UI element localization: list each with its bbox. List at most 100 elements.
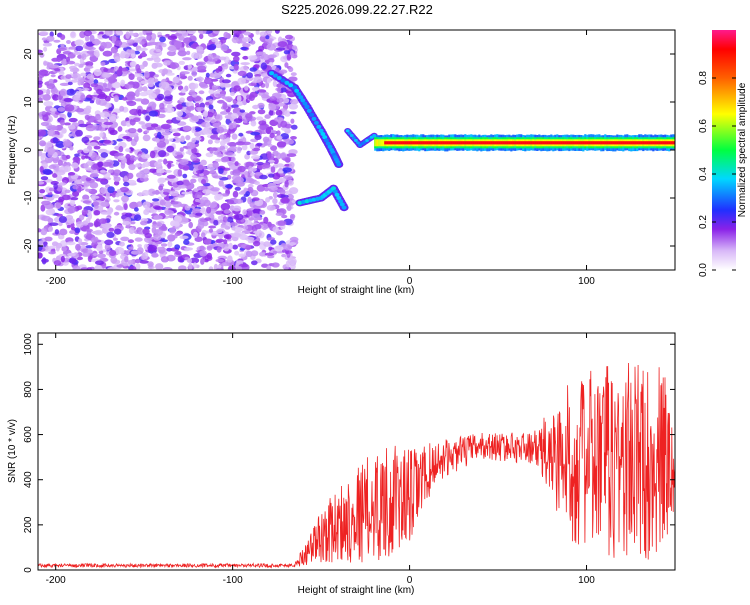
spectrogram-cell <box>141 189 150 196</box>
spectrogram-x-tick-label: 100 <box>578 276 595 287</box>
spectrogram-cell <box>156 222 162 227</box>
spectrogram-cell <box>122 250 131 255</box>
spectrogram-cell <box>90 164 99 170</box>
spectrogram-cell <box>215 229 223 234</box>
spectrogram-cell <box>176 110 184 117</box>
spectrogram-cell <box>289 50 294 58</box>
spectrogram-cell <box>253 207 261 216</box>
spectrogram-cell <box>138 47 149 52</box>
spectrogram-cell <box>134 207 139 212</box>
spectrogram-cell <box>524 141 527 145</box>
spectrogram-cell <box>129 108 140 116</box>
spectrogram-cell <box>284 110 291 117</box>
spectrogram-cell <box>194 136 202 141</box>
spectrogram-cell <box>470 141 473 145</box>
spectrogram-cell <box>380 139 383 147</box>
spectrogram-cell <box>166 174 176 179</box>
spectrogram-cell <box>592 141 595 145</box>
spectrogram-cell <box>452 141 455 145</box>
spectrogram-cell <box>121 67 128 72</box>
spectrogram-cell <box>100 211 111 215</box>
snr-y-ticks: 0 200 400 600 800 1000 <box>23 333 675 573</box>
spectrogram-cell <box>225 96 233 102</box>
spectrogram-cell <box>206 252 212 260</box>
spectrogram-cell <box>281 243 287 247</box>
spectrogram-cell <box>59 82 70 86</box>
spectrogram-cell <box>133 73 143 77</box>
spectrogram-cell <box>121 97 128 101</box>
spectrogram-cell <box>538 141 541 145</box>
spectrogram-cell <box>175 250 182 255</box>
spectrogram-cell <box>660 141 663 145</box>
spectrogram-cell <box>141 252 146 261</box>
spectrogram-cell <box>456 141 459 145</box>
spectrogram-cell <box>44 156 53 164</box>
spectrogram-x-tick-label: 0 <box>407 276 413 287</box>
spectrogram-cell <box>229 146 238 150</box>
spectrogram-cell <box>630 141 633 145</box>
spectrogram-cell <box>120 236 130 242</box>
spectrogram-cell <box>38 49 43 54</box>
spectrogram-cell <box>189 89 196 95</box>
spectrogram-cell <box>67 252 76 257</box>
spectrogram-cell <box>622 141 625 145</box>
spectrogram-cell <box>140 218 149 222</box>
spectrogram-cell <box>290 99 299 105</box>
spectrogram-cell <box>155 137 160 143</box>
spectrogram-cell <box>245 191 250 197</box>
colorbar-tick-label: 0.0 <box>698 263 709 277</box>
spectrogram-cell <box>103 67 109 72</box>
spectrogram-cell <box>237 77 246 85</box>
spectrogram-cell <box>442 141 445 145</box>
spectrogram-cell <box>150 33 157 41</box>
spectrogram-cell <box>230 112 239 119</box>
spectrogram-cell <box>516 141 519 145</box>
spectrogram-cell <box>177 169 183 177</box>
spectrogram-cell <box>642 141 645 145</box>
spectrogram-cell <box>39 140 46 147</box>
spectrogram-cell <box>72 73 81 80</box>
spectrogram-cell <box>486 141 489 145</box>
spectrogram-cell <box>92 201 100 206</box>
spectrogram-cell <box>63 98 74 103</box>
spectrogram-cell <box>111 108 122 114</box>
spectrogram-cell <box>49 222 59 226</box>
spectrogram-cell <box>106 103 112 108</box>
spectrogram-y-ticks: -20 -10 0 10 20 <box>23 48 675 253</box>
spectrogram-cell <box>636 141 639 145</box>
spectrogram-cell <box>108 113 117 121</box>
spectrogram-cell <box>610 141 613 145</box>
spectrogram-cell <box>85 105 92 111</box>
spectrogram-cell <box>66 60 76 65</box>
spectrogram-cell <box>264 252 275 256</box>
spectrogram-cell <box>225 234 232 240</box>
spectrogram-cell <box>236 227 244 232</box>
spectrogram-cell <box>241 141 252 146</box>
spectrogram-cell <box>234 161 239 167</box>
spectrogram-cell <box>288 103 299 110</box>
spectrogram-cell <box>275 212 284 216</box>
spectrogram-cell <box>38 80 43 85</box>
spectrogram-cell <box>52 173 58 178</box>
spectrogram-cell <box>215 68 220 73</box>
spectrogram-cell <box>104 239 114 246</box>
spectrogram-cell <box>89 100 95 104</box>
spectrogram-cell <box>122 220 131 225</box>
spectrogram-cell <box>97 253 106 259</box>
spectrogram-cell <box>474 141 477 145</box>
colorbar-tick-label: 0.6 <box>698 119 709 133</box>
spectrogram-x-ticks: -200 -100 0 100 <box>46 30 595 287</box>
spectrogram-cell <box>338 199 344 204</box>
spectrogram-cell <box>263 216 269 225</box>
spectrogram-cell <box>65 214 74 221</box>
spectrogram-cell <box>74 227 81 234</box>
spectrogram-cell <box>252 104 260 110</box>
spectrogram-cell <box>209 147 214 154</box>
spectrogram-cell <box>75 129 83 137</box>
spectrogram-cell <box>108 227 115 232</box>
spectrogram-cell <box>165 72 175 76</box>
spectrogram-cell <box>143 209 150 216</box>
spectrogram-cell <box>78 214 85 221</box>
snr-frame <box>37 332 676 571</box>
